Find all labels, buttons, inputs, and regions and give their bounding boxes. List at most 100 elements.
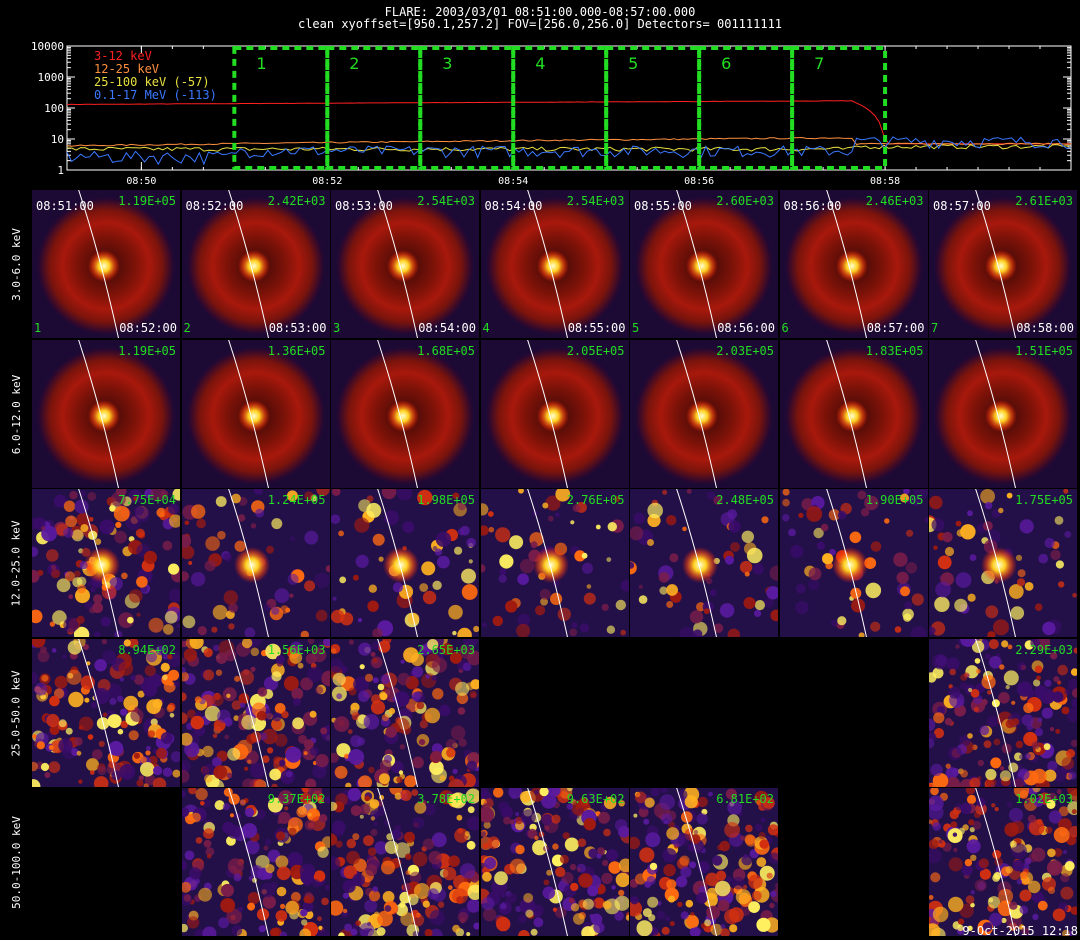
noise-blob [118, 612, 134, 629]
noise-blob [454, 546, 463, 555]
noise-blob [367, 847, 377, 856]
noise-blob [116, 695, 124, 702]
noise-blob [949, 810, 959, 820]
noise-blob [763, 797, 775, 809]
noise-blob [335, 793, 348, 806]
tile-max-value: 2.60E+03 [716, 194, 774, 208]
noise-blob [959, 734, 971, 746]
lightcurve-series [67, 144, 1072, 152]
tile-max-value: 2.48E+05 [716, 493, 774, 507]
noise-blob [316, 846, 329, 858]
noise-blob [274, 733, 287, 747]
noise-blob [370, 699, 386, 714]
noise-blob [267, 797, 283, 813]
noise-blob [473, 625, 479, 633]
noise-blob [370, 651, 376, 657]
noise-blob [287, 573, 299, 585]
noise-blob [255, 809, 266, 820]
noise-blob [963, 671, 970, 678]
noise-blob [355, 920, 361, 926]
noise-blob [226, 772, 232, 778]
noise-blob [317, 925, 322, 930]
noise-blob [794, 601, 809, 615]
noise-blob [727, 628, 740, 637]
noise-blob [90, 769, 95, 775]
noise-blob [306, 666, 322, 682]
noise-blob [92, 748, 103, 760]
noise-blob [1069, 826, 1077, 838]
noise-blob [187, 561, 192, 565]
noise-blob [988, 897, 994, 903]
noise-blob [244, 627, 255, 637]
noise-blob [466, 760, 478, 771]
noise-blob [144, 664, 156, 676]
noise-blob [530, 541, 538, 549]
image-tile: 2.46E+03 08:56:00 08:57:00 6 [779, 190, 928, 338]
noise-blob [227, 858, 244, 875]
noise-blob [404, 831, 415, 843]
noise-blob [505, 892, 517, 904]
tile-max-value: 2.54E+03 [566, 194, 625, 208]
noise-blob [756, 857, 767, 867]
noise-blob [83, 643, 89, 650]
tile-image [181, 788, 330, 936]
tile-start-time: 08:52:00 [185, 199, 244, 213]
noise-blob [427, 638, 439, 650]
solar-limb [526, 339, 568, 488]
noise-blob [1055, 560, 1064, 569]
noise-blob [93, 687, 110, 704]
noise-blob [463, 638, 478, 648]
interval-box [790, 46, 888, 170]
flare-source [686, 250, 718, 282]
noise-blob [696, 813, 708, 825]
noise-blob [114, 530, 127, 544]
noise-blob [382, 891, 395, 903]
noise-blob [1050, 549, 1061, 560]
noise-blob [286, 490, 298, 502]
noise-blob [80, 524, 89, 533]
noise-blob [49, 724, 60, 735]
noise-blob [541, 502, 548, 509]
tile-max-value: 1.02E+03 [1015, 792, 1073, 806]
noise-blob [547, 515, 554, 522]
noise-blob [679, 626, 695, 637]
noise-blob [1016, 680, 1033, 697]
interval-box [232, 46, 330, 170]
noise-blob [268, 768, 281, 780]
noise-blob [435, 531, 452, 547]
noise-blob [581, 562, 593, 574]
noise-blob [98, 740, 105, 747]
noise-blob [313, 870, 325, 882]
noise-blob [422, 590, 437, 605]
noise-blob [231, 925, 242, 936]
solar-limb [227, 638, 269, 787]
noise-blob [264, 643, 281, 659]
noise-blob [539, 588, 551, 600]
noise-blob [331, 900, 344, 916]
noise-blob [108, 740, 124, 756]
image-tile: 1.02E+03 [929, 788, 1077, 936]
noise-blob [1071, 687, 1077, 698]
noise-blob [86, 660, 91, 665]
noise-blob [138, 774, 144, 781]
noise-blob [146, 698, 162, 714]
noise-blob [392, 582, 403, 593]
noise-blob [396, 489, 413, 501]
noise-blob [172, 489, 180, 501]
tile-image [630, 788, 778, 936]
noise-blob [181, 881, 191, 893]
noise-blob [295, 806, 307, 818]
noise-blob [768, 852, 778, 864]
noise-blob [181, 657, 186, 665]
tile-start-time: 08:51:00 [36, 199, 94, 213]
noise-blob [402, 521, 415, 533]
noise-blob [368, 890, 381, 902]
noise-blob [313, 572, 330, 589]
noise-blob [638, 595, 648, 604]
noise-blob [342, 892, 349, 899]
noise-blob [48, 760, 61, 773]
noise-blob [520, 809, 536, 825]
noise-blob [770, 609, 778, 622]
tile-interval-index: 2 [183, 321, 191, 335]
noise-blob [602, 828, 611, 837]
